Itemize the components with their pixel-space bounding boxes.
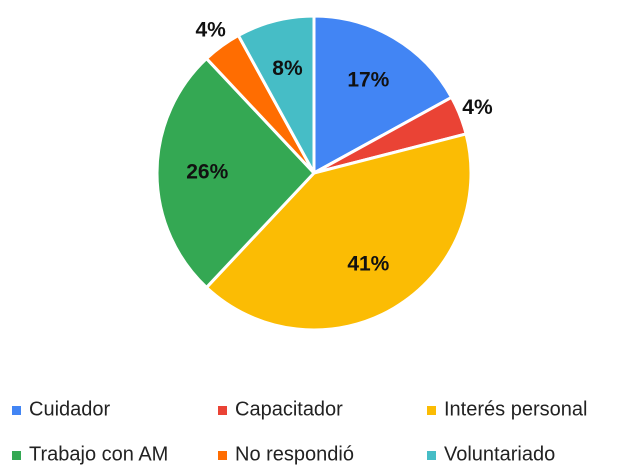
legend-marker	[218, 451, 227, 460]
pie-slice	[155, 56, 317, 290]
legend-marker	[12, 406, 21, 415]
value-label: 17%	[347, 69, 389, 92]
legend-label: Interés personal	[444, 398, 587, 420]
legend-label: Capacitador	[235, 398, 343, 420]
pie-slice	[204, 132, 473, 332]
legend-label: Voluntariado	[444, 443, 555, 465]
legend-marker	[427, 406, 436, 415]
legend-label: No respondió	[235, 443, 354, 465]
value-label: 4%	[462, 96, 493, 119]
legend-label: Trabajo con AM	[29, 443, 168, 465]
legend-label: Cuidador	[29, 398, 111, 420]
legend-marker	[427, 451, 436, 460]
legend-marker	[218, 406, 227, 415]
value-label: 8%	[272, 57, 303, 80]
value-label: 4%	[195, 18, 226, 41]
legend-marker	[12, 451, 21, 460]
pie-slice	[312, 14, 454, 176]
value-label: 26%	[186, 161, 228, 184]
value-label: 41%	[347, 252, 389, 275]
pie-slice	[236, 14, 316, 174]
